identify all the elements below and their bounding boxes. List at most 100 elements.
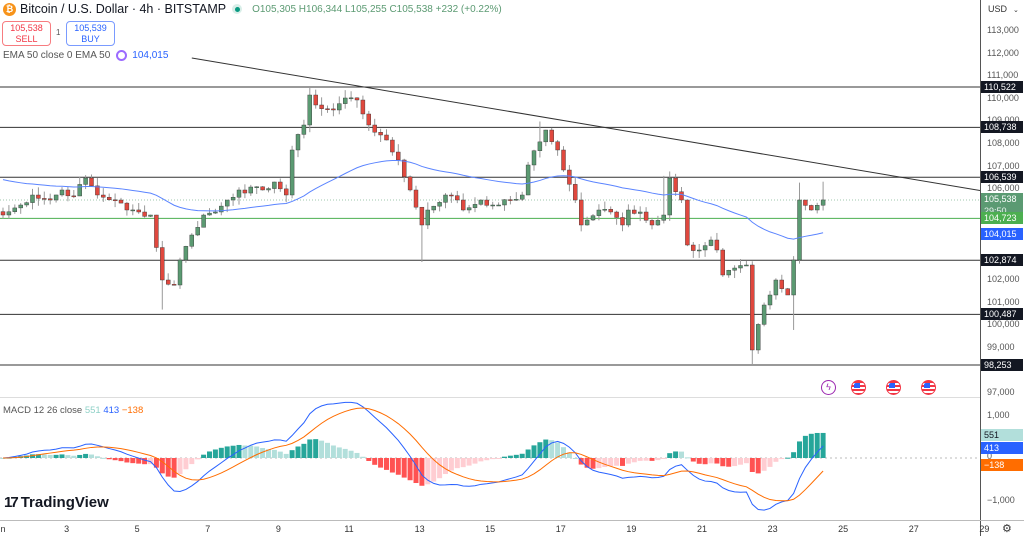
candle-up	[230, 197, 236, 201]
bitcoin-icon: ₿	[3, 2, 16, 16]
macd-histogram-bar	[378, 458, 384, 468]
macd-histogram-value: 551	[84, 405, 101, 416]
symbol-title[interactable]: Bitcoin / U.S. Dollar · 4h · BITSTAMP	[20, 2, 227, 16]
time-axis-label: 21	[696, 524, 708, 534]
macd-histogram-bar	[372, 458, 378, 465]
candle-up	[466, 207, 472, 211]
macd-histogram-bar	[484, 458, 490, 461]
sell-price: 105,538	[10, 23, 43, 33]
macd-histogram-bar	[0, 458, 6, 459]
macd-histogram-bar	[83, 453, 89, 458]
macd-histogram-bar	[791, 452, 797, 458]
macd-histogram-bar	[35, 454, 41, 458]
candle-up	[502, 199, 507, 206]
chart-canvas[interactable]	[0, 0, 980, 536]
sell-button[interactable]: 105,538 SELL	[2, 21, 51, 46]
macd-histogram-bar	[814, 432, 820, 458]
candle-up	[472, 204, 478, 208]
candle-up	[815, 205, 820, 211]
sell-label: SELL	[15, 34, 38, 44]
candle-down	[319, 104, 324, 109]
macd-histogram-bar	[89, 454, 94, 458]
us-flag-icon[interactable]	[921, 380, 936, 395]
macd-histogram-bar	[177, 458, 183, 475]
candle-down	[643, 211, 649, 221]
candle-down	[484, 199, 489, 206]
macd-histogram-bar	[94, 456, 100, 458]
candle-down	[614, 211, 619, 218]
buy-button[interactable]: 105,539 BUY	[66, 21, 115, 46]
macd-histogram-bar	[336, 447, 342, 458]
currency-selector[interactable]: USD ⌄	[988, 4, 1019, 14]
candle-up	[543, 129, 548, 143]
macd-histogram-bar	[401, 458, 407, 478]
macd-histogram-bar	[419, 458, 425, 486]
candle-up	[213, 211, 218, 214]
candle-up	[537, 141, 543, 151]
macd-histogram-bar	[301, 443, 307, 458]
lightning-icon[interactable]: ϟ	[821, 380, 836, 395]
candle-up	[195, 227, 200, 236]
candle-up	[295, 134, 301, 151]
candle-down	[360, 99, 366, 115]
candle-up	[266, 188, 271, 191]
pane-separator[interactable]	[0, 397, 980, 398]
candle-up	[584, 219, 590, 226]
macd-histogram-bar	[808, 433, 814, 458]
candle-down	[632, 209, 637, 214]
candle-down	[48, 198, 53, 201]
macd-histogram-bar	[631, 458, 637, 463]
macd-histogram-bar	[797, 441, 802, 458]
us-flag-icon[interactable]	[851, 380, 866, 395]
macd-histogram-bar	[620, 458, 625, 466]
macd-histogram-tag: 551	[981, 429, 1023, 441]
candle-up	[53, 194, 59, 201]
candle-up	[18, 204, 23, 209]
candle-down	[714, 239, 720, 251]
time-axis-label: 23	[767, 524, 778, 534]
candle-down	[142, 211, 147, 217]
time-axis-label: 11	[344, 524, 354, 534]
macd-histogram-bar	[59, 454, 65, 458]
macd-legend[interactable]: MACD 12 26 close 551 413 −138	[3, 405, 143, 416]
candle-up	[667, 177, 672, 216]
candle-up	[514, 199, 519, 201]
macd-histogram-bar	[572, 457, 578, 459]
candle-down	[160, 247, 165, 281]
level-price-tag: 100,487	[981, 308, 1023, 321]
candle-up	[83, 177, 88, 185]
candle-down	[396, 151, 401, 161]
price-axis-label: 97,000	[987, 387, 1015, 398]
macd-histogram-bar	[502, 456, 507, 458]
macd-histogram-bar	[153, 458, 159, 468]
macd-histogram-bar	[136, 458, 142, 464]
candle-down	[809, 205, 814, 211]
candle-down	[101, 194, 106, 198]
quantity[interactable]: 1	[56, 28, 61, 37]
level-price-tag: 108,738	[981, 121, 1023, 134]
candle-down	[549, 129, 554, 142]
candle-down	[449, 194, 454, 197]
macd-histogram-bar	[283, 453, 289, 458]
candle-up	[496, 204, 501, 207]
buy-price: 105,539	[74, 23, 107, 33]
chevron-down-icon: ⌄	[1013, 7, 1019, 14]
ema-legend[interactable]: EMA 50 close 0 EMA 50 104,015	[3, 50, 168, 61]
settings-gear-icon[interactable]: ⚙	[1002, 523, 1012, 535]
candle-down	[720, 249, 725, 276]
candle-up	[525, 164, 531, 196]
macd-histogram-bar	[307, 439, 313, 458]
macd-histogram-bar	[437, 458, 443, 479]
us-flag-icon[interactable]	[886, 380, 901, 395]
macd-histogram-bar	[212, 449, 218, 458]
candle-up	[478, 199, 484, 205]
candle-down	[685, 199, 690, 246]
time-axis-label: 17	[555, 524, 566, 534]
macd-histogram-bar	[100, 457, 106, 459]
macd-line	[2, 401, 824, 511]
candle-up	[307, 94, 312, 126]
candle-down	[95, 185, 100, 196]
macd-histogram-bar	[649, 458, 655, 461]
tradingview-logo[interactable]: 17 TradingView	[4, 494, 109, 511]
candle-up	[531, 150, 537, 166]
